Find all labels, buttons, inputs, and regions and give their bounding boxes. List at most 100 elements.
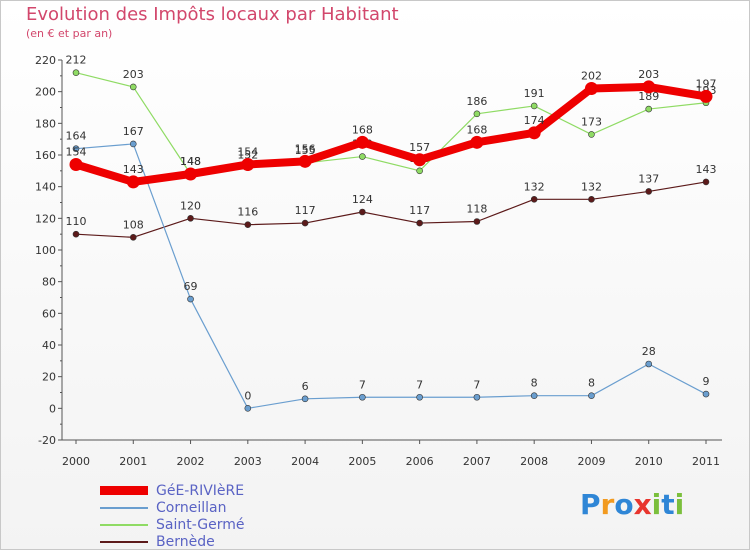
logo-letter: P — [580, 488, 601, 521]
data-point-gee-riviere — [298, 154, 312, 168]
data-label-gee-riviere: 168 — [466, 123, 487, 136]
data-point-corneillan — [72, 145, 80, 152]
data-point-bernede — [588, 196, 595, 203]
x-tick-label: 2007 — [463, 455, 491, 468]
legend-label-saint-germe: Saint-Germé — [156, 516, 245, 533]
data-point-saint-germe — [416, 167, 423, 175]
data-label-corneillan: 8 — [531, 377, 538, 390]
data-label-gee-riviere: 154 — [237, 146, 258, 159]
data-point-saint-germe — [645, 105, 653, 113]
chart-title: Evolution des Impôts locaux par Habitant — [26, 4, 399, 25]
data-label-saint-germe: 191 — [524, 87, 545, 100]
data-point-corneillan — [702, 390, 710, 398]
data-label-corneillan: 167 — [123, 125, 144, 138]
data-label-gee-riviere: 143 — [123, 163, 144, 176]
data-label-bernede: 110 — [66, 215, 87, 228]
data-label-corneillan: 7 — [359, 378, 366, 391]
y-tick-label: 60 — [42, 307, 56, 320]
data-point-bernede — [530, 196, 538, 203]
data-point-gee-riviere — [699, 89, 713, 103]
data-point-gee-riviere — [584, 82, 598, 95]
data-label-gee-riviere: 197 — [696, 77, 717, 90]
data-label-bernede: 120 — [180, 199, 201, 212]
x-tick-label: 2000 — [62, 455, 90, 468]
x-tick-label: 2005 — [348, 455, 376, 468]
data-point-corneillan — [645, 360, 653, 368]
logo-letter: r — [600, 488, 615, 521]
data-label-bernede: 143 — [696, 163, 717, 176]
data-label-bernede: 117 — [409, 204, 430, 217]
y-tick-label: 140 — [35, 181, 56, 194]
data-point-gee-riviere — [241, 158, 255, 171]
y-tick-label: 220 — [35, 54, 56, 67]
y-tick-label: 160 — [35, 149, 56, 162]
chart-subtitle: (en € et par an) — [26, 27, 113, 40]
data-label-gee-riviere: 174 — [524, 114, 545, 127]
data-label-bernede: 108 — [123, 218, 144, 231]
data-label-bernede: 116 — [237, 206, 258, 219]
data-label-saint-germe: 186 — [466, 95, 487, 108]
y-tick-label: 100 — [35, 244, 56, 257]
series-line-saint-germe — [75, 72, 707, 175]
data-point-corneillan — [588, 392, 595, 399]
legend-swatch-bernede — [100, 540, 148, 543]
data-label-saint-germe: 148 — [180, 155, 201, 168]
data-point-bernede — [702, 178, 710, 186]
data-label-gee-riviere: 156 — [295, 142, 316, 155]
data-point-gee-riviere — [126, 175, 140, 189]
x-tick-label: 2010 — [635, 455, 663, 468]
series-line-bernede — [75, 181, 707, 238]
y-tick-label: 40 — [42, 339, 56, 352]
y-tick-label: 180 — [35, 117, 56, 130]
y-tick-label: 120 — [35, 212, 56, 225]
data-label-bernede: 118 — [466, 203, 487, 216]
x-tick-label: 2002 — [177, 455, 205, 468]
series-line-gee-riviere — [72, 82, 710, 186]
data-point-gee-riviere — [642, 80, 656, 94]
data-point-bernede — [416, 219, 423, 227]
data-point-bernede — [72, 230, 80, 238]
data-label-gee-riviere: 148 — [180, 155, 201, 168]
data-label-gee-riviere: 202 — [581, 70, 602, 83]
data-label-bernede: 132 — [581, 180, 602, 193]
data-label-saint-germe: 173 — [581, 115, 602, 128]
data-point-saint-germe — [129, 83, 137, 91]
data-label-corneillan: 164 — [66, 130, 87, 143]
data-point-saint-germe — [588, 131, 595, 138]
data-label-corneillan: 7 — [416, 378, 423, 391]
data-point-corneillan — [416, 393, 423, 401]
legend-label-gee-riviere: GéE-RIVIèRE — [156, 482, 245, 499]
data-point-bernede — [129, 234, 137, 241]
data-point-saint-germe — [72, 69, 80, 76]
y-tick-label: 200 — [35, 86, 56, 99]
data-label-bernede: 132 — [524, 180, 545, 193]
legend-swatch-saint-germe — [100, 523, 148, 526]
y-tick-label: 20 — [42, 371, 56, 384]
logo-letter: i — [674, 488, 685, 521]
legend-item-gee-riviere: GéE-RIVIèRE — [100, 482, 400, 499]
y-tick-label: 0 — [49, 402, 56, 415]
logo-letter: i — [651, 488, 662, 521]
data-label-saint-germe: 212 — [66, 54, 87, 67]
y-tick-label: 80 — [42, 276, 56, 289]
x-tick-label: 2001 — [119, 455, 147, 468]
data-point-bernede — [244, 221, 252, 228]
data-point-gee-riviere — [413, 153, 427, 167]
x-tick-label: 2011 — [692, 455, 720, 468]
proxiti-logo: Proxiti — [580, 488, 684, 521]
data-label-gee-riviere: 168 — [352, 123, 373, 136]
data-point-saint-germe — [473, 110, 481, 118]
data-point-bernede — [473, 218, 481, 225]
data-label-saint-germe: 152 — [237, 149, 258, 162]
data-point-corneillan — [129, 140, 137, 148]
data-point-bernede — [645, 188, 653, 195]
x-tick-label: 2009 — [577, 455, 605, 468]
data-point-gee-riviere — [184, 167, 198, 181]
legend-item-bernede: Bernède — [100, 533, 400, 550]
data-point-bernede — [187, 215, 194, 222]
data-point-corneillan — [187, 295, 194, 303]
y-tick-label: -20 — [38, 434, 56, 447]
data-point-gee-riviere — [527, 126, 541, 140]
